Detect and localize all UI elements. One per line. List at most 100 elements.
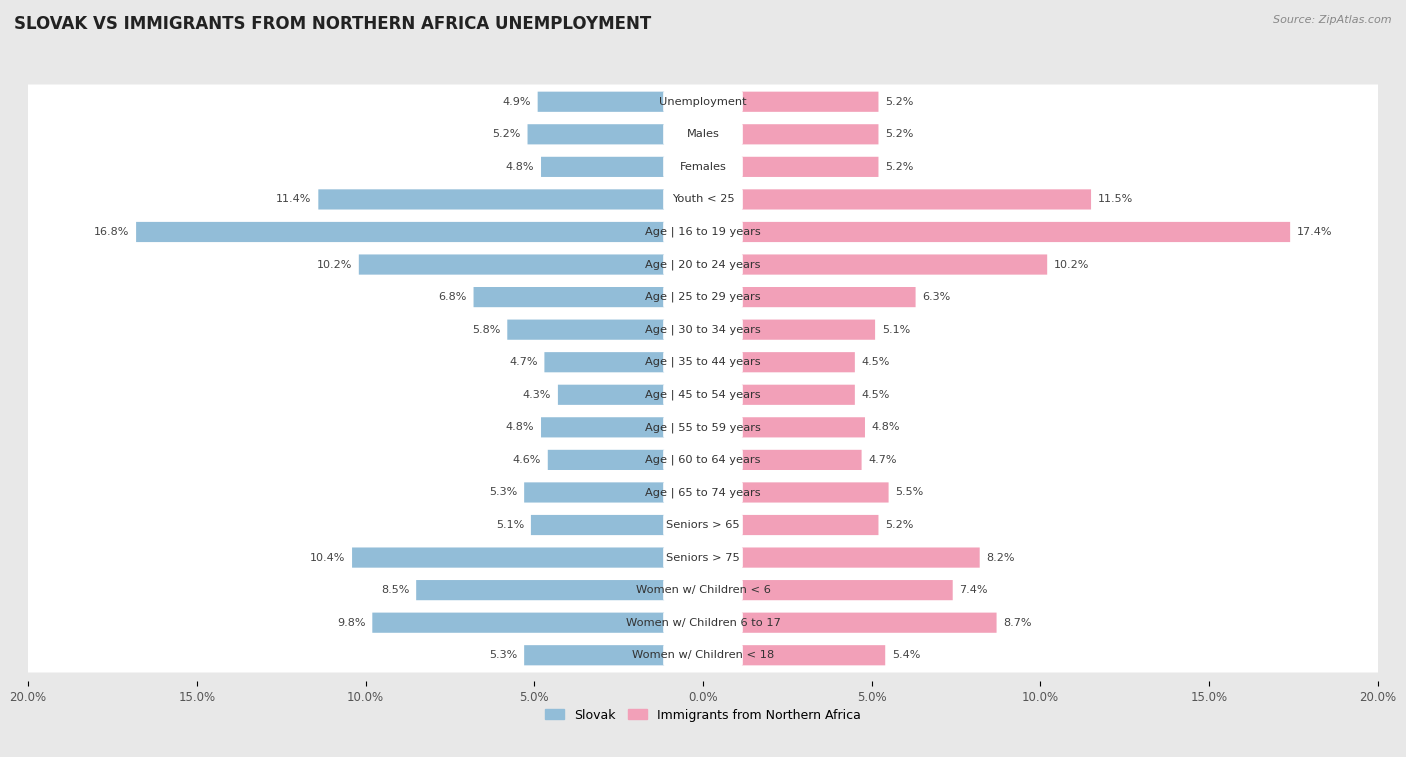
- Text: 4.8%: 4.8%: [506, 162, 534, 172]
- FancyBboxPatch shape: [11, 313, 1395, 347]
- FancyBboxPatch shape: [664, 123, 742, 145]
- Text: 5.1%: 5.1%: [496, 520, 524, 530]
- FancyBboxPatch shape: [703, 352, 855, 372]
- FancyBboxPatch shape: [664, 384, 742, 406]
- Text: Women w/ Children < 18: Women w/ Children < 18: [631, 650, 775, 660]
- Text: Age | 20 to 24 years: Age | 20 to 24 years: [645, 260, 761, 269]
- FancyBboxPatch shape: [11, 248, 1395, 282]
- FancyBboxPatch shape: [664, 612, 742, 634]
- FancyBboxPatch shape: [11, 638, 1395, 672]
- FancyBboxPatch shape: [703, 547, 980, 568]
- Text: Women w/ Children 6 to 17: Women w/ Children 6 to 17: [626, 618, 780, 628]
- FancyBboxPatch shape: [11, 410, 1395, 444]
- Text: 5.4%: 5.4%: [891, 650, 921, 660]
- Text: 4.6%: 4.6%: [513, 455, 541, 465]
- Text: 5.1%: 5.1%: [882, 325, 910, 335]
- Text: 5.2%: 5.2%: [886, 520, 914, 530]
- FancyBboxPatch shape: [11, 540, 1395, 575]
- Legend: Slovak, Immigrants from Northern Africa: Slovak, Immigrants from Northern Africa: [540, 703, 866, 727]
- Text: Males: Males: [686, 129, 720, 139]
- FancyBboxPatch shape: [537, 92, 703, 112]
- Text: Females: Females: [679, 162, 727, 172]
- Text: 4.8%: 4.8%: [506, 422, 534, 432]
- FancyBboxPatch shape: [318, 189, 703, 210]
- Text: 8.2%: 8.2%: [987, 553, 1015, 562]
- Text: 5.3%: 5.3%: [489, 488, 517, 497]
- FancyBboxPatch shape: [548, 450, 703, 470]
- Text: Age | 16 to 19 years: Age | 16 to 19 years: [645, 227, 761, 237]
- Text: Age | 30 to 34 years: Age | 30 to 34 years: [645, 325, 761, 335]
- FancyBboxPatch shape: [664, 221, 742, 243]
- FancyBboxPatch shape: [508, 319, 703, 340]
- FancyBboxPatch shape: [664, 156, 742, 178]
- FancyBboxPatch shape: [664, 286, 742, 308]
- FancyBboxPatch shape: [11, 280, 1395, 314]
- FancyBboxPatch shape: [703, 287, 915, 307]
- Text: 5.2%: 5.2%: [886, 162, 914, 172]
- Text: 4.7%: 4.7%: [869, 455, 897, 465]
- FancyBboxPatch shape: [373, 612, 703, 633]
- FancyBboxPatch shape: [11, 215, 1395, 249]
- FancyBboxPatch shape: [11, 443, 1395, 477]
- FancyBboxPatch shape: [703, 92, 879, 112]
- FancyBboxPatch shape: [11, 606, 1395, 640]
- Text: Youth < 25: Youth < 25: [672, 195, 734, 204]
- FancyBboxPatch shape: [703, 580, 953, 600]
- FancyBboxPatch shape: [703, 612, 997, 633]
- FancyBboxPatch shape: [664, 547, 742, 569]
- Text: 6.8%: 6.8%: [439, 292, 467, 302]
- Text: 8.5%: 8.5%: [381, 585, 409, 595]
- FancyBboxPatch shape: [527, 124, 703, 145]
- Text: 9.8%: 9.8%: [337, 618, 366, 628]
- FancyBboxPatch shape: [664, 481, 742, 503]
- Text: 6.3%: 6.3%: [922, 292, 950, 302]
- FancyBboxPatch shape: [416, 580, 703, 600]
- Text: 5.2%: 5.2%: [886, 97, 914, 107]
- Text: 5.5%: 5.5%: [896, 488, 924, 497]
- Text: Source: ZipAtlas.com: Source: ZipAtlas.com: [1274, 15, 1392, 25]
- Text: 10.4%: 10.4%: [309, 553, 346, 562]
- FancyBboxPatch shape: [541, 157, 703, 177]
- FancyBboxPatch shape: [703, 645, 886, 665]
- Text: 11.5%: 11.5%: [1098, 195, 1133, 204]
- Text: Women w/ Children < 6: Women w/ Children < 6: [636, 585, 770, 595]
- Text: 5.8%: 5.8%: [472, 325, 501, 335]
- Text: Unemployment: Unemployment: [659, 97, 747, 107]
- Text: 17.4%: 17.4%: [1296, 227, 1333, 237]
- FancyBboxPatch shape: [664, 514, 742, 536]
- Text: 5.3%: 5.3%: [489, 650, 517, 660]
- FancyBboxPatch shape: [541, 417, 703, 438]
- FancyBboxPatch shape: [703, 319, 875, 340]
- FancyBboxPatch shape: [703, 157, 879, 177]
- Text: 5.2%: 5.2%: [492, 129, 520, 139]
- FancyBboxPatch shape: [11, 345, 1395, 379]
- FancyBboxPatch shape: [703, 515, 879, 535]
- FancyBboxPatch shape: [703, 450, 862, 470]
- Text: Seniors > 75: Seniors > 75: [666, 553, 740, 562]
- Text: 4.9%: 4.9%: [502, 97, 531, 107]
- Text: 4.5%: 4.5%: [862, 357, 890, 367]
- FancyBboxPatch shape: [11, 117, 1395, 151]
- FancyBboxPatch shape: [11, 85, 1395, 119]
- FancyBboxPatch shape: [474, 287, 703, 307]
- Text: 11.4%: 11.4%: [276, 195, 312, 204]
- FancyBboxPatch shape: [664, 644, 742, 666]
- Text: Age | 25 to 29 years: Age | 25 to 29 years: [645, 292, 761, 302]
- FancyBboxPatch shape: [11, 573, 1395, 607]
- Text: Age | 60 to 64 years: Age | 60 to 64 years: [645, 455, 761, 465]
- FancyBboxPatch shape: [664, 254, 742, 276]
- Text: 7.4%: 7.4%: [959, 585, 988, 595]
- FancyBboxPatch shape: [359, 254, 703, 275]
- FancyBboxPatch shape: [703, 482, 889, 503]
- FancyBboxPatch shape: [524, 482, 703, 503]
- Text: Age | 55 to 59 years: Age | 55 to 59 years: [645, 422, 761, 432]
- FancyBboxPatch shape: [703, 417, 865, 438]
- Text: Seniors > 65: Seniors > 65: [666, 520, 740, 530]
- FancyBboxPatch shape: [524, 645, 703, 665]
- FancyBboxPatch shape: [664, 579, 742, 601]
- FancyBboxPatch shape: [664, 91, 742, 113]
- FancyBboxPatch shape: [544, 352, 703, 372]
- FancyBboxPatch shape: [136, 222, 703, 242]
- FancyBboxPatch shape: [11, 508, 1395, 542]
- Text: Age | 35 to 44 years: Age | 35 to 44 years: [645, 357, 761, 367]
